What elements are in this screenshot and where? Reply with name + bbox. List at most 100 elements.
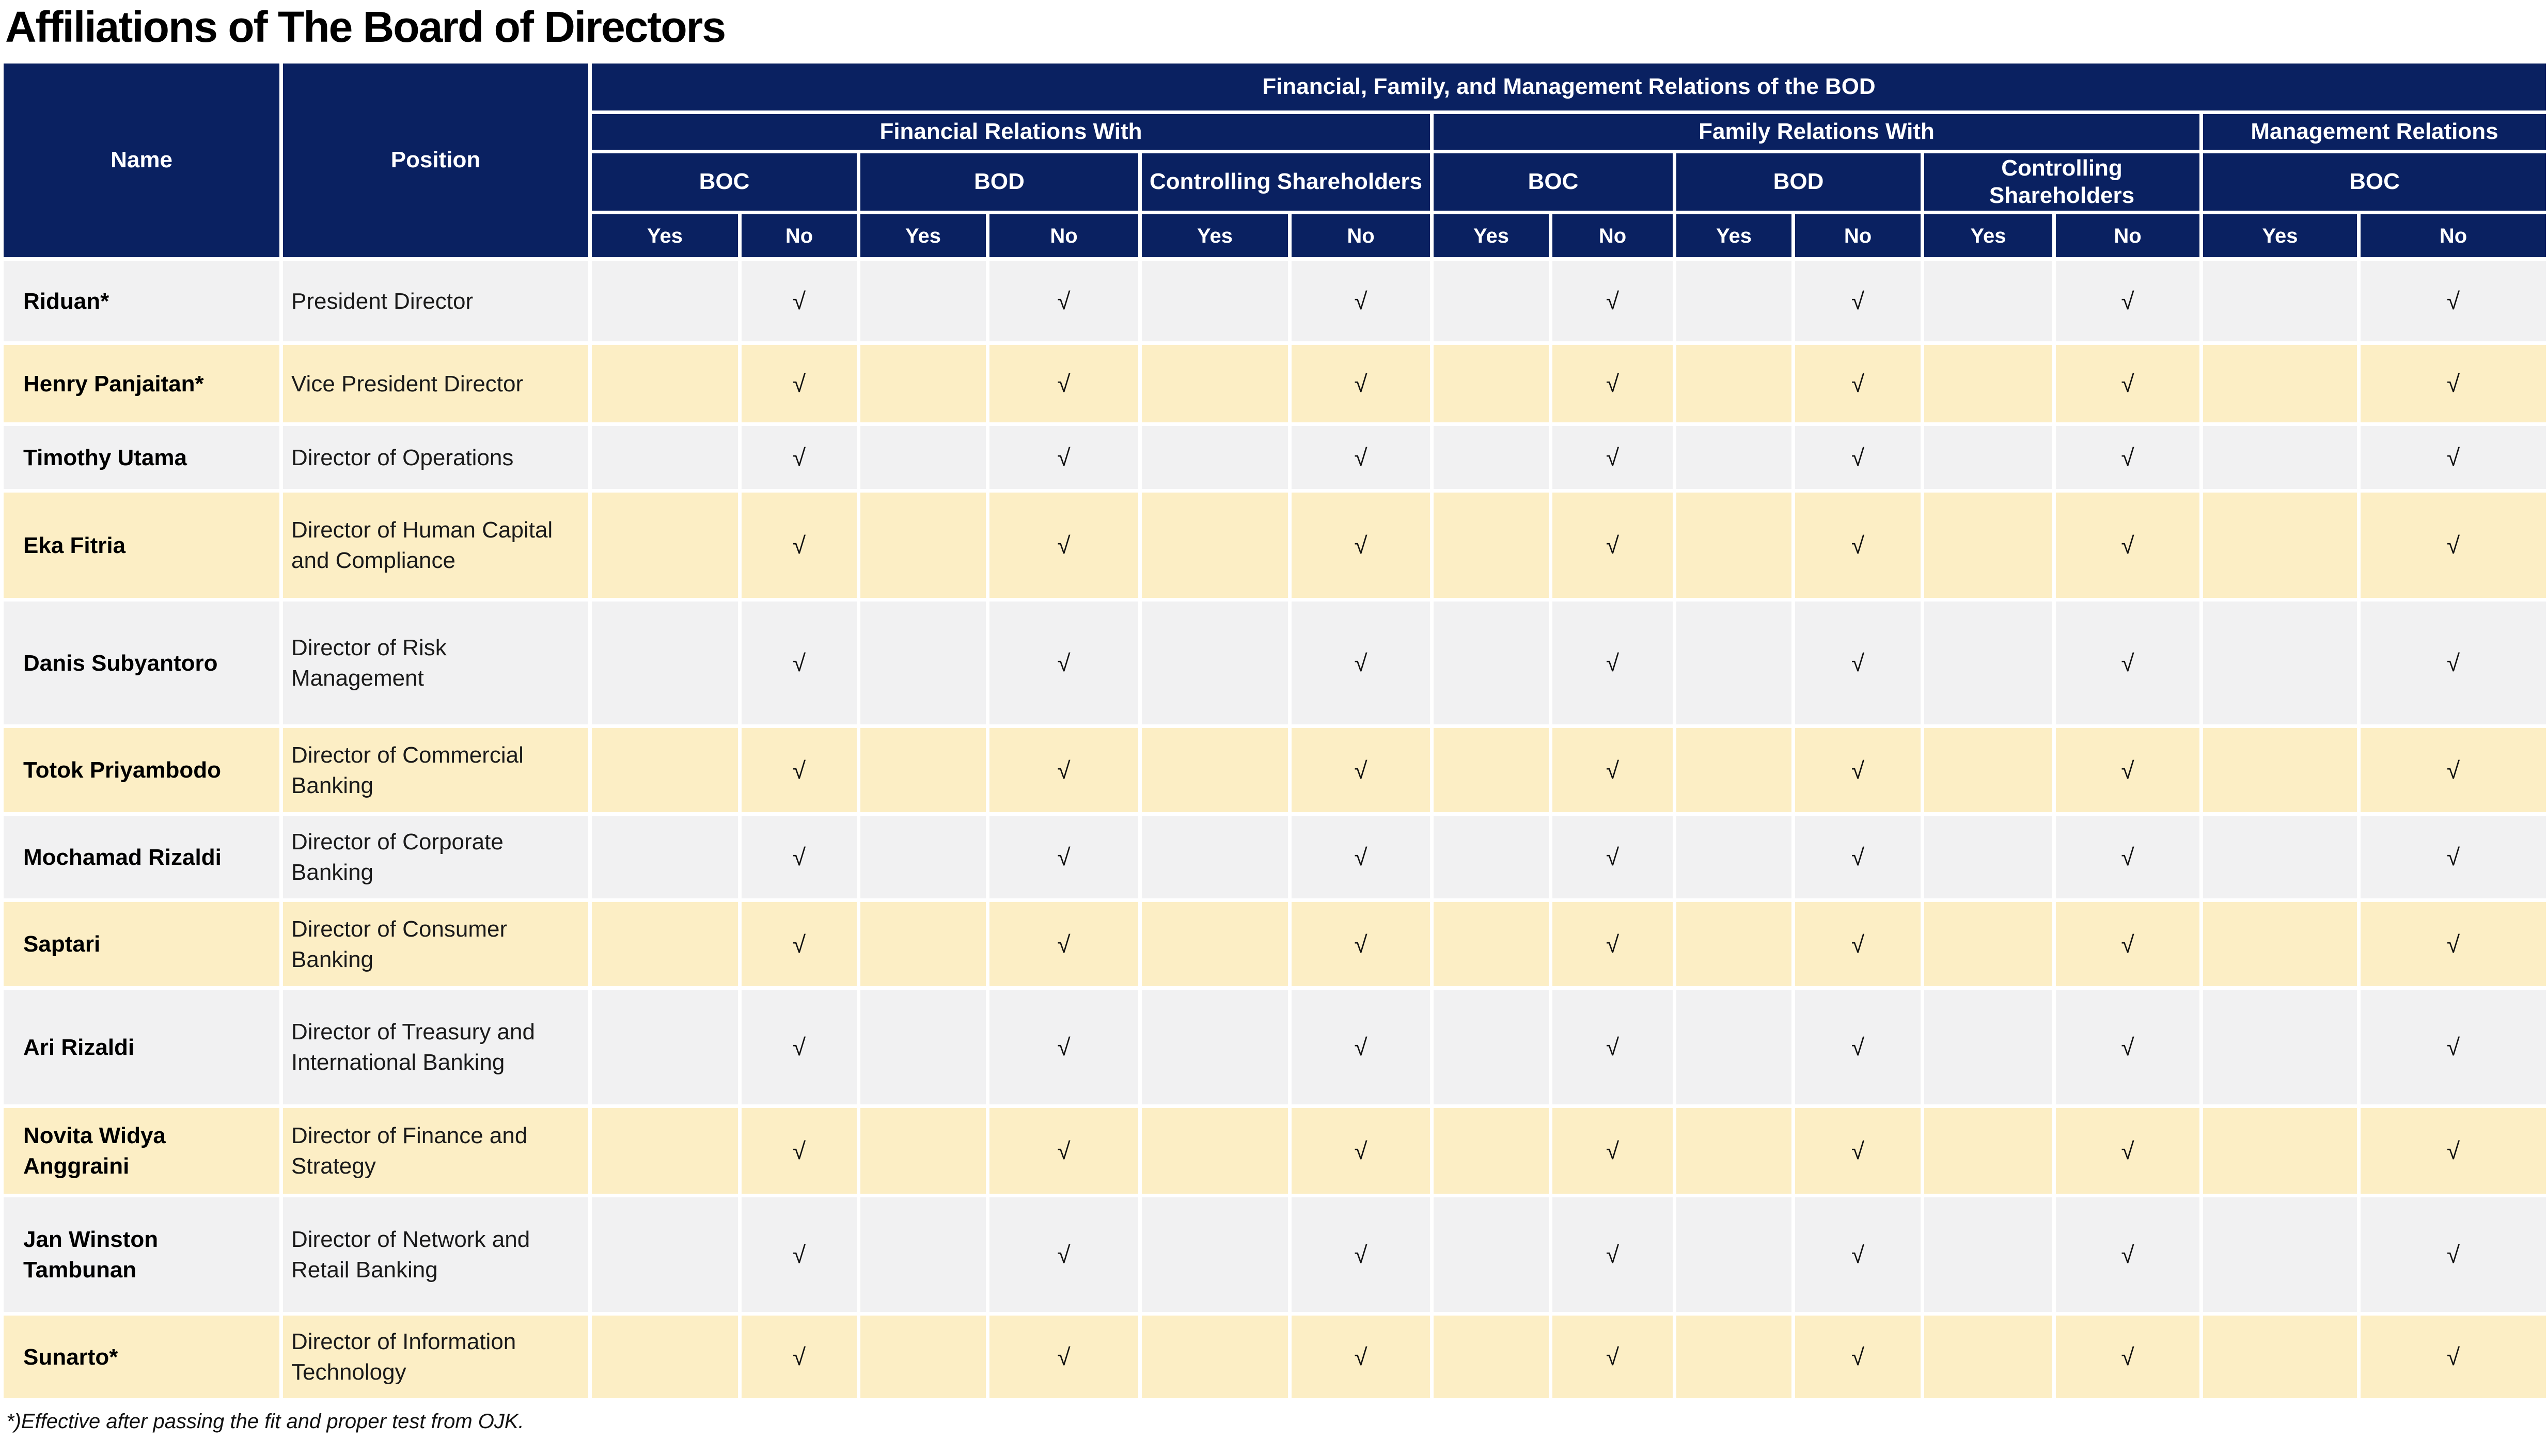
empty-check-cell [1921, 598, 2056, 729]
header-yes: Yes [1673, 211, 1795, 261]
check-cell: √ [986, 1104, 1142, 1198]
empty-check-cell [1921, 489, 2056, 602]
empty-check-cell [1138, 986, 1292, 1109]
check-cell: √ [1791, 724, 1924, 816]
empty-check-cell [857, 489, 989, 602]
header-financial-relations: Financial Relations With [588, 110, 1434, 154]
position-cell: Director of Treasury and International B… [279, 986, 592, 1109]
empty-check-cell [1673, 598, 1795, 729]
check-cell: √ [2052, 724, 2203, 816]
position-cell: Director of Operations [279, 422, 592, 493]
empty-check-cell [588, 422, 742, 493]
position-cell: Director of Commercial Banking [279, 724, 592, 816]
empty-check-cell [857, 598, 989, 729]
check-cell: √ [1791, 1194, 1924, 1316]
check-cell: √ [1549, 1194, 1676, 1316]
empty-check-cell [2199, 812, 2361, 903]
empty-check-cell [588, 1104, 742, 1198]
check-cell: √ [1791, 1104, 1924, 1198]
check-cell: √ [738, 598, 860, 729]
empty-check-cell [1673, 341, 1795, 426]
empty-check-cell [1921, 257, 2056, 345]
header-management-relations: Management Relations [2199, 110, 2547, 154]
empty-check-cell [2199, 986, 2361, 1109]
empty-check-cell [588, 812, 742, 903]
check-cell: √ [1288, 898, 1434, 990]
check-cell: √ [2356, 724, 2547, 816]
director-name-cell: Novita Widya Anggraini [0, 1104, 283, 1198]
empty-check-cell [1921, 1194, 2056, 1316]
header-no: No [2356, 211, 2547, 261]
empty-check-cell [1138, 1312, 1292, 1402]
empty-check-cell [1430, 598, 1552, 729]
header-family-relations: Family Relations With [1430, 110, 2203, 154]
director-name-cell: Danis Subyantoro [0, 598, 283, 729]
check-cell: √ [2052, 1312, 2203, 1402]
empty-check-cell [588, 986, 742, 1109]
check-cell: √ [986, 422, 1142, 493]
check-cell: √ [2052, 812, 2203, 903]
empty-check-cell [1430, 1104, 1552, 1198]
table-row: Saptari Director of Consumer Banking √ √ √ √ √… [0, 898, 2547, 990]
empty-check-cell [1138, 341, 1292, 426]
position-cell: Vice President Director [279, 341, 592, 426]
empty-check-cell [588, 341, 742, 426]
empty-check-cell [857, 898, 989, 990]
header-position: Position [279, 60, 592, 261]
affiliations-table: Name Position Financial, Family, and Man… [0, 60, 2547, 1402]
empty-check-cell [1673, 422, 1795, 493]
empty-check-cell [1921, 341, 2056, 426]
check-cell: √ [1549, 724, 1676, 816]
empty-check-cell [1673, 724, 1795, 816]
empty-check-cell [1138, 422, 1292, 493]
check-cell: √ [986, 986, 1142, 1109]
header-no: No [738, 211, 860, 261]
check-cell: √ [2356, 1194, 2547, 1316]
footnote: *)Effective after passing the fit and pr… [6, 1410, 524, 1433]
check-cell: √ [738, 1104, 860, 1198]
empty-check-cell [2199, 341, 2361, 426]
header-family-boc: BOC [1430, 150, 1676, 215]
table-row: Eka Fitria Director of Human Capital and … [0, 489, 2547, 602]
check-cell: √ [986, 257, 1142, 345]
empty-check-cell [1430, 489, 1552, 602]
header-yes: Yes [1138, 211, 1292, 261]
position-cell: Director of Corporate Banking [279, 812, 592, 903]
check-cell: √ [986, 898, 1142, 990]
empty-check-cell [2199, 898, 2361, 990]
position-cell: Director of Finance and Strategy [279, 1104, 592, 1198]
empty-check-cell [2199, 724, 2361, 816]
check-cell: √ [1549, 257, 1676, 345]
check-cell: √ [1791, 422, 1924, 493]
empty-check-cell [1138, 724, 1292, 816]
empty-check-cell [588, 489, 742, 602]
empty-check-cell [1430, 341, 1552, 426]
empty-check-cell [1673, 812, 1795, 903]
empty-check-cell [2199, 422, 2361, 493]
empty-check-cell [1673, 1104, 1795, 1198]
check-cell: √ [1791, 598, 1924, 729]
check-cell: √ [2356, 598, 2547, 729]
check-cell: √ [738, 341, 860, 426]
check-cell: √ [1791, 341, 1924, 426]
check-cell: √ [1549, 986, 1676, 1109]
check-cell: √ [1288, 341, 1434, 426]
table-row: Totok Priyambodo Director of Commercial B… [0, 724, 2547, 816]
check-cell: √ [738, 257, 860, 345]
check-cell: √ [2052, 986, 2203, 1109]
check-cell: √ [2356, 422, 2547, 493]
empty-check-cell [1138, 812, 1292, 903]
empty-check-cell [1921, 898, 2056, 990]
empty-check-cell [1430, 898, 1552, 990]
check-cell: √ [2052, 257, 2203, 345]
director-name-cell: Timothy Utama [0, 422, 283, 493]
header-financial-bod: BOD [857, 150, 1142, 215]
empty-check-cell [2199, 1104, 2361, 1198]
empty-check-cell [1921, 724, 2056, 816]
check-cell: √ [2052, 341, 2203, 426]
empty-check-cell [1430, 986, 1552, 1109]
empty-check-cell [1673, 489, 1795, 602]
table-row: Sunarto* Director of Information Technolo… [0, 1312, 2547, 1402]
check-cell: √ [1791, 1312, 1924, 1402]
check-cell: √ [1791, 986, 1924, 1109]
